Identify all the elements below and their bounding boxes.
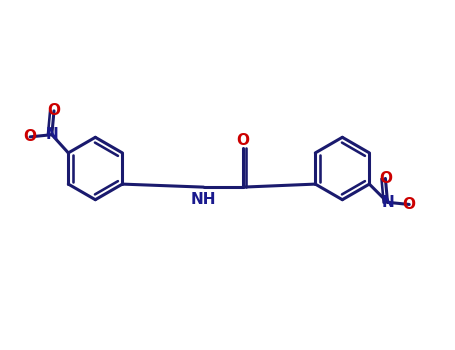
- Text: O: O: [379, 171, 392, 186]
- Text: O: O: [403, 197, 416, 212]
- Text: N: N: [381, 195, 394, 210]
- Text: N: N: [46, 127, 58, 142]
- Text: O: O: [236, 133, 249, 148]
- Text: NH: NH: [191, 192, 217, 207]
- Text: O: O: [24, 130, 37, 144]
- Text: O: O: [47, 103, 61, 118]
